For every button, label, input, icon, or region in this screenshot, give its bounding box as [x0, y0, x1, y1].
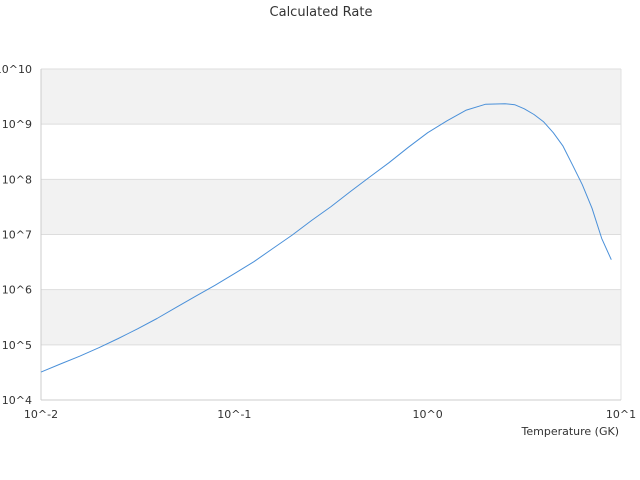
- x-tick-label-2: 10^0: [413, 408, 443, 421]
- x-tick-label-1: 10^-1: [217, 408, 251, 421]
- series-line-0: [40, 103, 612, 373]
- y-tick-label-5: 10^9: [2, 118, 32, 131]
- x-tick-label-0: 10^-2: [24, 408, 58, 421]
- y-tick-label-6: 10^10: [0, 63, 32, 76]
- y-tick-label-4: 10^8: [2, 173, 32, 186]
- y-tick-label-0: 10^4: [2, 394, 32, 407]
- x-axis-label: Temperature (GK): [521, 425, 620, 438]
- band-5: [41, 69, 621, 125]
- x-tick-label-3: 10^1: [606, 408, 636, 421]
- axes: [40, 69, 622, 401]
- chart-title: Calculated Rate: [270, 5, 373, 20]
- band-1: [41, 289, 621, 345]
- y-tick-label-1: 10^5: [2, 339, 32, 352]
- y-tick-label-2: 10^6: [2, 284, 32, 297]
- series-layer: [40, 103, 612, 373]
- y-tick-label-3: 10^7: [2, 229, 32, 242]
- tick-labels: 10^4 10^5 10^6 10^7 10^8 10^9 10^10 10^-2 10^-1 1…: [0, 63, 636, 421]
